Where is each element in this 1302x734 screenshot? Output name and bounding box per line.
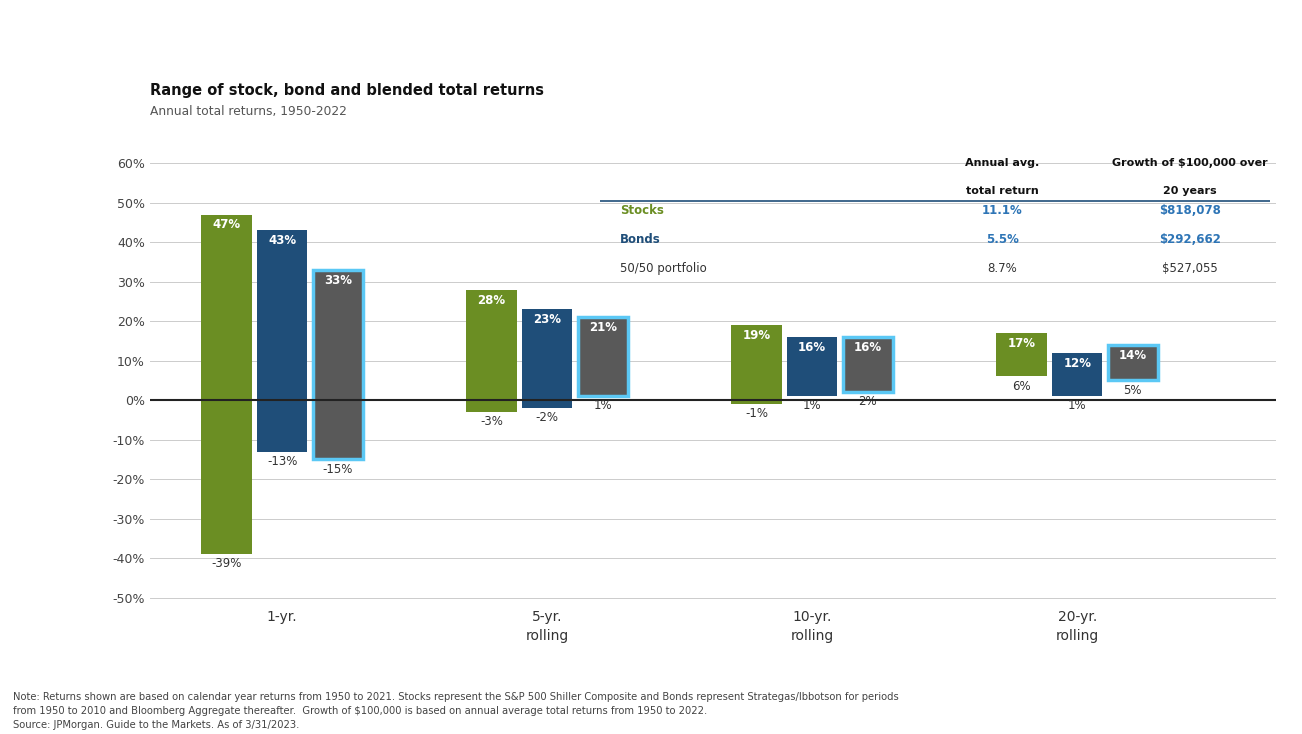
Bar <box>786 337 837 396</box>
Text: -13%: -13% <box>267 454 297 468</box>
Text: 5%: 5% <box>1124 384 1142 396</box>
Text: 1%: 1% <box>803 399 822 413</box>
Text: 23%: 23% <box>534 313 561 326</box>
Text: Annual total returns, 1950-2022: Annual total returns, 1950-2022 <box>150 105 346 118</box>
Bar <box>1108 345 1157 380</box>
Text: 21%: 21% <box>589 321 617 334</box>
Text: 28%: 28% <box>478 294 505 307</box>
Bar <box>522 309 573 408</box>
Text: 19%: 19% <box>742 329 771 342</box>
Text: A 50/50 stock/bond portfolio never had a losing 5-
year period: A 50/50 stock/bond portfolio never had a… <box>121 18 1181 98</box>
Text: 14%: 14% <box>1118 349 1147 362</box>
Text: -1%: -1% <box>745 407 768 421</box>
Bar <box>312 270 363 459</box>
Text: 47%: 47% <box>212 219 241 231</box>
Text: 33%: 33% <box>324 274 352 287</box>
Text: 17%: 17% <box>1008 337 1035 350</box>
Bar <box>996 333 1047 377</box>
Bar <box>578 317 628 396</box>
Text: -39%: -39% <box>211 557 242 570</box>
Text: 1%: 1% <box>1068 399 1087 413</box>
Text: -3%: -3% <box>480 415 503 428</box>
Text: -15%: -15% <box>323 462 353 476</box>
Text: Note: Returns shown are based on calendar year returns from 1950 to 2021. Stocks: Note: Returns shown are based on calenda… <box>13 691 898 730</box>
Text: 16%: 16% <box>798 341 827 354</box>
Text: 43%: 43% <box>268 234 297 247</box>
Bar <box>842 337 893 392</box>
Text: 6%: 6% <box>1012 379 1031 393</box>
Bar <box>732 325 781 404</box>
Bar <box>1052 353 1103 396</box>
Bar <box>256 230 307 451</box>
Text: 1%: 1% <box>594 399 612 413</box>
Text: Range of stock, bond and blended total returns: Range of stock, bond and blended total r… <box>150 83 544 98</box>
Text: 12%: 12% <box>1064 357 1091 370</box>
Text: 2%: 2% <box>858 396 878 408</box>
Text: -2%: -2% <box>535 411 559 424</box>
Bar <box>466 289 517 412</box>
Text: 16%: 16% <box>854 341 881 354</box>
Bar <box>202 214 251 554</box>
